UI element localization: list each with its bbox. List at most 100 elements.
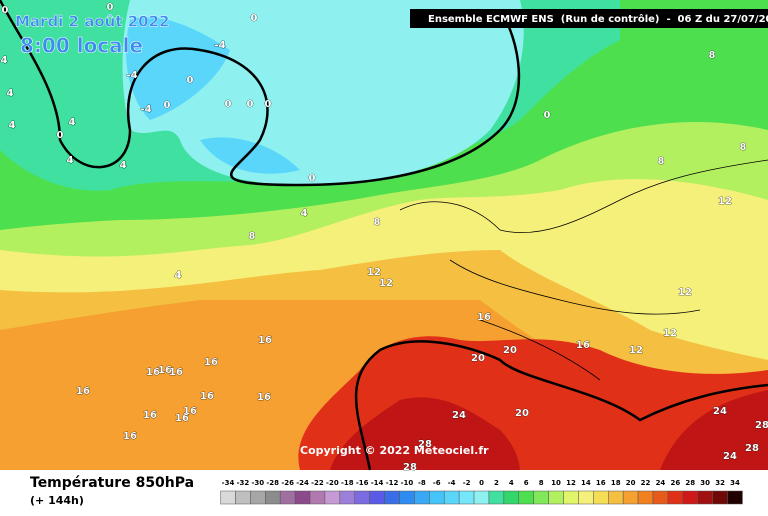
- scale-swatch: [265, 490, 281, 505]
- scale-label: 22: [641, 479, 651, 487]
- scale-label: -24: [296, 479, 309, 487]
- scale-label: 6: [524, 479, 529, 487]
- contour-label: 20: [503, 345, 517, 356]
- scale-label: -34: [222, 479, 235, 487]
- scale-swatch: [622, 490, 639, 505]
- contour-label: 0: [57, 130, 64, 141]
- scale-swatch: [593, 490, 609, 505]
- scale-label: -4: [448, 479, 456, 487]
- scale-label: -12: [386, 479, 399, 487]
- contour-label: 4: [1, 55, 8, 66]
- scale-swatch: [220, 490, 236, 505]
- contour-label: 4: [69, 117, 76, 128]
- scale-swatch: [682, 490, 698, 505]
- contour-label: 0: [251, 13, 258, 24]
- scale-swatch: [488, 490, 505, 505]
- contour-label: 24: [452, 410, 466, 421]
- contour-label: 0: [187, 75, 194, 86]
- contour-label: 12: [663, 328, 677, 339]
- scale-swatch: [309, 490, 326, 505]
- cold-pool-core: [126, 17, 300, 174]
- scale-swatch: [697, 490, 713, 505]
- scale-label: -22: [311, 479, 324, 487]
- scale-label: -26: [281, 479, 294, 487]
- contour-label: 28: [745, 443, 759, 454]
- scale-label: 24: [656, 479, 666, 487]
- contour-label: 16: [143, 410, 157, 421]
- contour-label: 12: [678, 287, 692, 298]
- contour-label: 0: [544, 110, 551, 121]
- scale-label: -2: [463, 479, 471, 487]
- scale-label: 12: [566, 479, 576, 487]
- contour-label: 28: [418, 439, 432, 450]
- scale-swatch: [339, 490, 355, 505]
- scale-swatch: [727, 490, 743, 505]
- scale-swatch: [637, 490, 654, 505]
- contour-label: 8: [709, 50, 716, 61]
- contour-label: 12: [367, 267, 381, 278]
- scale-label: 34: [730, 479, 740, 487]
- scale-swatch: [369, 490, 385, 505]
- contour-line: [0, 0, 521, 187]
- contour-label: 20: [471, 353, 485, 364]
- scale-swatch: [548, 490, 564, 505]
- scale-swatch: [458, 490, 475, 505]
- scale-swatch: [503, 490, 520, 505]
- scale-swatch: [473, 490, 490, 505]
- contour-label: 20: [515, 408, 529, 419]
- contour-label: 16: [200, 391, 214, 402]
- hot-core: [330, 390, 768, 470]
- contour-label: 24: [713, 406, 727, 417]
- scale-label: -20: [326, 479, 339, 487]
- scale-swatch: [384, 490, 400, 505]
- scale-label: -32: [237, 479, 250, 487]
- run-box: [410, 9, 768, 28]
- contour-label: -4: [214, 40, 225, 51]
- contour-label: 0: [2, 5, 9, 16]
- contour-label: 0: [265, 99, 272, 110]
- scale-label: 4: [509, 479, 514, 487]
- contour-label: 0: [225, 99, 232, 110]
- scale-label: -28: [266, 479, 279, 487]
- contour-label: 4: [120, 160, 127, 171]
- contour-label: 16: [146, 367, 160, 378]
- contour-label: 16: [158, 365, 172, 376]
- scale-swatch: [443, 490, 460, 505]
- contour-label: 0: [309, 173, 316, 184]
- contour-label: 16: [257, 392, 271, 403]
- scale-swatch: [250, 490, 266, 505]
- scale-swatch: [324, 490, 341, 505]
- contour-label: 12: [718, 196, 732, 207]
- contour-label: 4: [9, 120, 16, 131]
- contour-label: 8: [374, 217, 381, 228]
- contour-label: 0: [247, 99, 254, 110]
- scale-label: 28: [685, 479, 695, 487]
- scale-label: -10: [401, 479, 414, 487]
- forecast-date: Mardi 2 août 2022: [15, 13, 169, 31]
- scale-label: 14: [581, 479, 591, 487]
- contour-label: 28: [755, 420, 768, 431]
- scale-swatch: [354, 490, 370, 505]
- forecast-time: 8:00 locale: [20, 34, 143, 58]
- scale-swatch: [533, 490, 549, 505]
- contour-label: 12: [379, 278, 393, 289]
- scale-swatch: [294, 490, 311, 505]
- scale-swatch: [712, 490, 728, 505]
- contour-label: 0: [164, 100, 171, 111]
- scale-swatch: [652, 490, 669, 505]
- contour-label: 8: [249, 231, 256, 242]
- scale-label: 32: [715, 479, 725, 487]
- scale-swatch: [563, 490, 579, 505]
- scale-swatch: [279, 490, 296, 505]
- scale-swatch: [235, 490, 251, 505]
- contour-label: 16: [183, 406, 197, 417]
- contour-label: 4: [7, 88, 14, 99]
- coastline: [399, 159, 768, 381]
- contour-label: 16: [258, 335, 272, 346]
- scale-label: 26: [670, 479, 680, 487]
- variable-name: Température 850hPa: [30, 475, 194, 491]
- contour-label: 12: [629, 345, 643, 356]
- contour-label: 0: [107, 2, 114, 13]
